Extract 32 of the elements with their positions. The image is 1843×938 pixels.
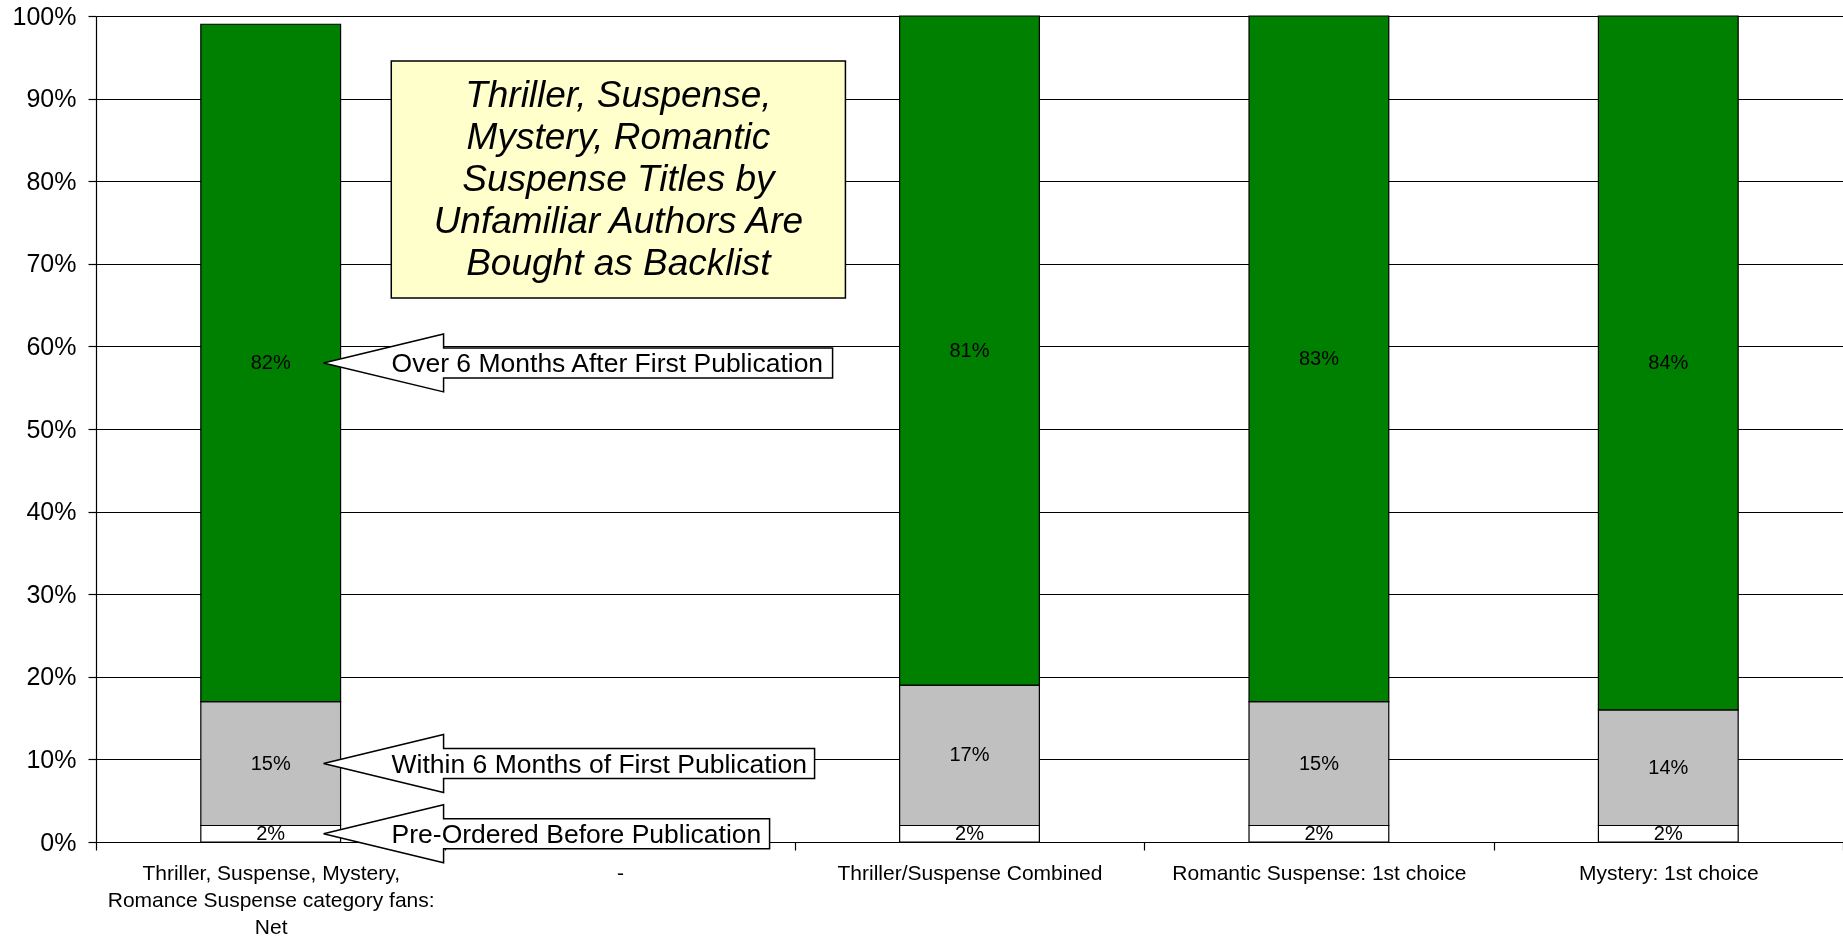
- series-label: Pre-Ordered Before Publication: [391, 818, 762, 849]
- y-tick-label: 20%: [26, 662, 77, 691]
- y-tick-label: 40%: [26, 497, 77, 526]
- data-label: 2%: [955, 821, 985, 844]
- x-tick-label: Thriller/Suspense Combined: [837, 860, 1103, 884]
- x-tick-label: Mystery: 1st choice: [1578, 860, 1759, 884]
- data-label: 81%: [949, 338, 990, 361]
- data-label: 84%: [1648, 350, 1689, 373]
- data-label: 2%: [1653, 821, 1683, 844]
- data-label: 2%: [1304, 821, 1334, 844]
- y-tick-label: 70%: [26, 249, 77, 278]
- data-label: 15%: [1298, 751, 1340, 774]
- data-label: 17%: [949, 743, 990, 766]
- x-tick-label: Romantic Suspense: 1st choice: [1172, 860, 1467, 884]
- y-tick-label: 90%: [26, 84, 77, 113]
- data-label: 83%: [1298, 346, 1340, 369]
- data-label: 15%: [250, 751, 291, 774]
- y-tick-label: 100%: [12, 1, 77, 30]
- data-label: 82%: [250, 350, 291, 373]
- y-tick-label: 50%: [26, 414, 77, 443]
- series-label: Over 6 Months After First Publication: [391, 347, 824, 378]
- y-tick-label: 0%: [40, 827, 77, 856]
- data-label: 14%: [1648, 755, 1689, 778]
- text: Thriller, Suspense, Mystery, Romantic Suspense Titles by Unfamiliar Authors Are Bought as Backlist: [433, 73, 804, 283]
- y-tick-label: 60%: [26, 331, 77, 360]
- y-tick-label: 10%: [26, 744, 77, 773]
- x-tick-label: Thriller, Suspense, Mystery, Romance Suspense category fans: Net: [107, 860, 435, 938]
- x-tick-label: -: [617, 860, 625, 884]
- y-tick-label: 30%: [26, 579, 77, 608]
- data-label: 2%: [256, 821, 286, 844]
- series-label: Within 6 Months of First Publication: [391, 748, 807, 779]
- y-tick-label: 80%: [26, 166, 77, 195]
